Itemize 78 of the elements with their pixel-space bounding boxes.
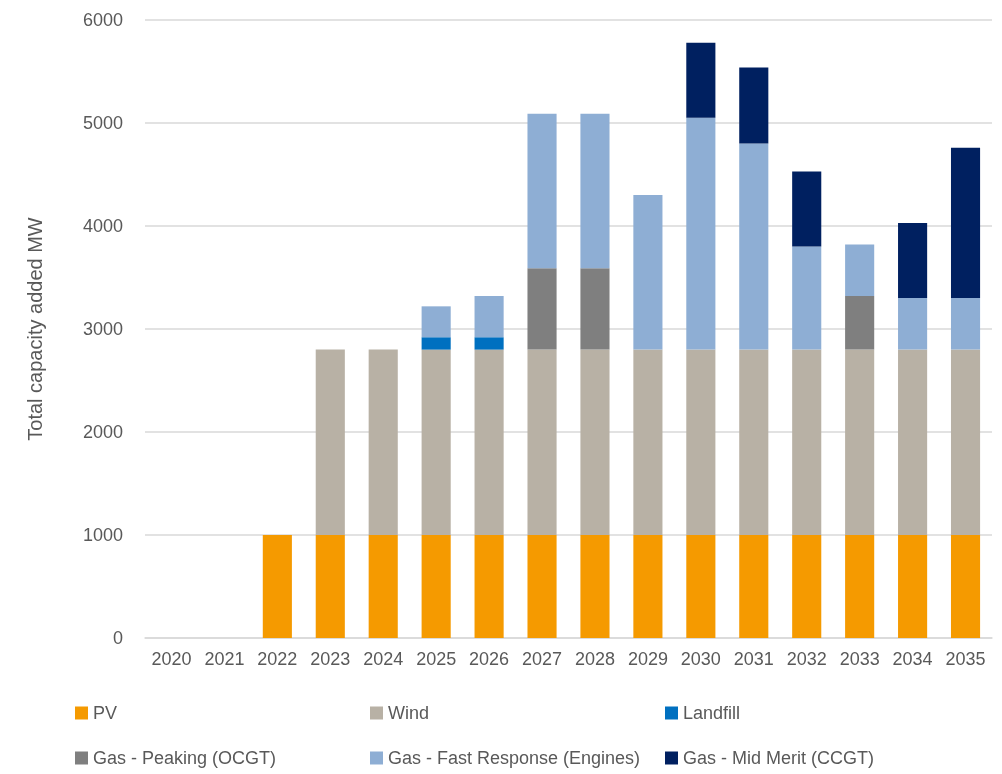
y-tick-label: 6000 [82,10,123,30]
bar [739,67,769,144]
x-tick-label: 2020 [151,649,192,669]
x-tick-label: 2033 [839,649,880,669]
legend-label: Wind [388,703,430,723]
bar [898,298,928,350]
bar [633,535,663,638]
bar [792,171,822,247]
bar [898,535,928,638]
legend-label: Gas - Peaking (OCGT) [93,748,277,768]
x-tick-label: 2023 [310,649,351,669]
y-tick-label: 0 [112,628,123,648]
bar [950,535,981,638]
bar [686,535,716,638]
x-tick-label: 2035 [945,649,986,669]
bar [262,535,292,638]
bar [845,244,875,297]
y-tick-label: 1000 [82,525,123,545]
bar [739,349,769,535]
y-tick-label: 3000 [82,319,123,339]
bar [368,535,398,638]
bar [792,246,822,350]
legend-label: Gas - Fast Response (Engines) [388,748,641,768]
bar [315,349,345,535]
bar [527,535,557,638]
bar [421,337,451,350]
bar [792,535,822,638]
bar [580,113,610,269]
legend-label: PV [93,703,118,723]
x-tick-label: 2034 [892,649,933,669]
bar [686,349,716,535]
bar [898,349,928,535]
bar [421,349,451,535]
bar [898,222,928,299]
x-tick-label: 2022 [257,649,298,669]
y-tick-label: 5000 [82,113,123,133]
x-tick-label: 2025 [416,649,457,669]
x-tick-label: 2026 [469,649,510,669]
x-tick-label: 2031 [733,649,774,669]
bar [792,349,822,535]
bar [527,113,557,269]
bar [527,349,557,535]
bar [368,349,398,535]
bar [633,195,663,350]
bar [474,296,504,338]
x-tick-label: 2028 [574,649,615,669]
bar [474,349,504,535]
bar [315,535,345,638]
bar [421,535,451,638]
bar [686,42,716,118]
bar [845,296,875,350]
x-tick-label: 2030 [680,649,721,669]
x-tick-label: 2032 [786,649,827,669]
bar [950,349,981,535]
x-tick-label: 2029 [627,649,668,669]
legend-label: Gas - Mid Merit (CCGT) [683,748,874,768]
bar [580,268,610,350]
legend-label: Landfill [683,703,741,723]
y-tick-label: 4000 [82,216,123,236]
x-tick-label: 2024 [363,649,404,669]
bar [686,117,716,350]
y-tick-label: 2000 [82,422,123,442]
bar [950,147,981,299]
bar [421,306,451,338]
bar [580,349,610,535]
bar [527,268,557,350]
bar [845,349,875,535]
bar [474,337,504,350]
bar [950,298,981,350]
bar [474,535,504,638]
x-tick-label: 2021 [204,649,245,669]
bar [739,143,769,350]
bar [580,535,610,638]
bar [739,535,769,638]
bar [845,535,875,638]
y-axis-title: Total capacity added MW [24,217,46,441]
x-tick-label: 2027 [522,649,563,669]
bar [633,349,663,535]
